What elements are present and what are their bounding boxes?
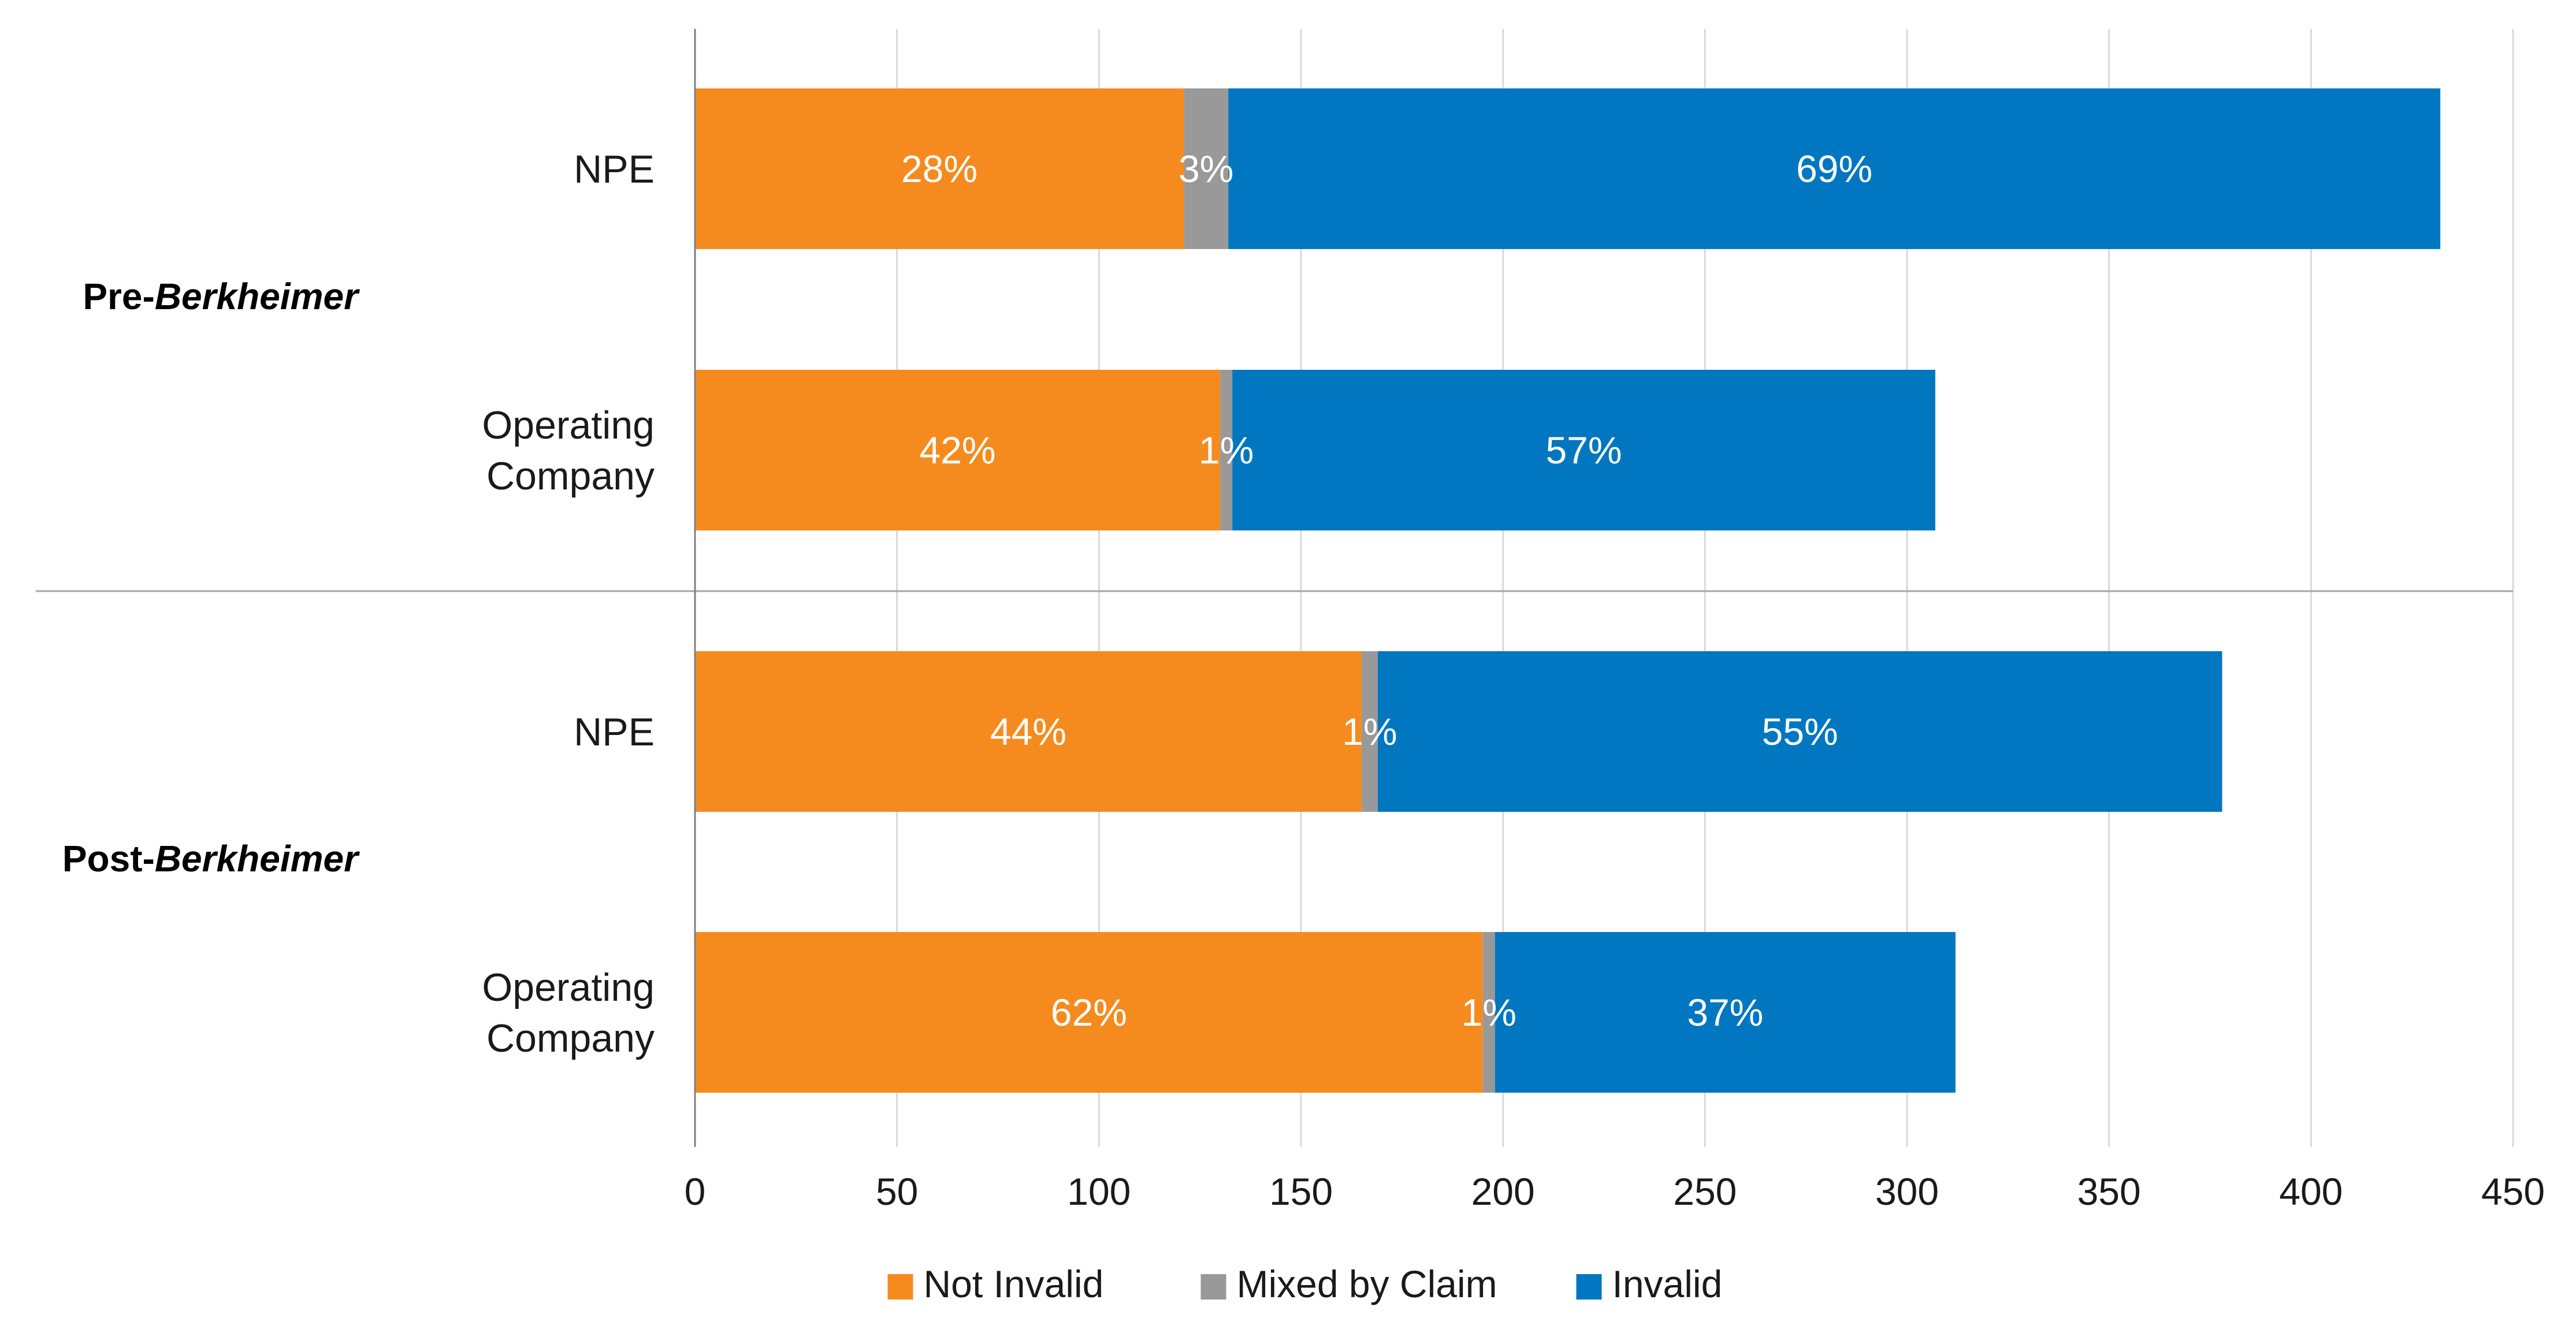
data-label: 28%	[901, 147, 977, 190]
data-label: 1%	[1199, 429, 1254, 472]
x-tick-label: 450	[2481, 1170, 2545, 1213]
category-label: OperatingCompany	[482, 966, 655, 1060]
legend-swatch	[888, 1274, 913, 1300]
category-label: NPE	[574, 710, 655, 754]
x-tick-label: 50	[876, 1170, 918, 1213]
data-label: 1%	[1461, 991, 1516, 1034]
legend-swatch	[1201, 1274, 1226, 1300]
data-label: 37%	[1687, 991, 1763, 1034]
group-label: Pre-Berkheimer	[83, 276, 360, 317]
x-tick-label: 350	[2077, 1170, 2141, 1213]
x-tick-label: 300	[1875, 1170, 1939, 1213]
data-label: 55%	[1762, 710, 1838, 753]
data-label: 3%	[1179, 147, 1233, 190]
legend-swatch	[1577, 1274, 1602, 1300]
data-label: 57%	[1545, 429, 1622, 472]
data-label: 42%	[920, 429, 996, 472]
x-tick-label: 0	[685, 1170, 706, 1213]
x-tick-label: 100	[1067, 1170, 1131, 1213]
category-label: OperatingCompany	[482, 403, 655, 498]
x-tick-label: 250	[1673, 1170, 1737, 1213]
legend-label: Not Invalid	[924, 1263, 1104, 1305]
data-label: 1%	[1342, 710, 1397, 753]
data-label: 62%	[1051, 991, 1127, 1034]
data-label: 44%	[990, 710, 1066, 753]
category-label: NPE	[574, 147, 655, 191]
legend-label: Invalid	[1612, 1263, 1723, 1305]
x-tick-label: 200	[1471, 1170, 1535, 1213]
x-tick-label: 400	[2279, 1170, 2343, 1213]
x-tick-label: 150	[1269, 1170, 1333, 1213]
legend-label: Mixed by Claim	[1237, 1263, 1497, 1305]
data-label: 69%	[1796, 147, 1872, 190]
group-label: Post-Berkheimer	[62, 838, 360, 879]
